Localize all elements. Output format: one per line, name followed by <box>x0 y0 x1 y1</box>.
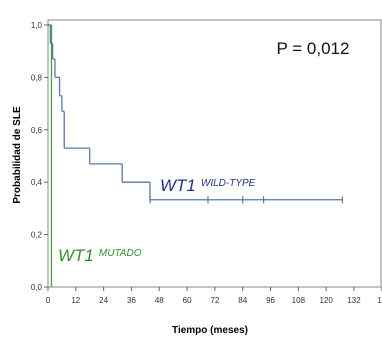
series-label-main: WT1 <box>160 176 196 195</box>
series-label-sup: WILD-TYPE <box>201 178 256 189</box>
x-tick-label: 72 <box>210 296 219 305</box>
x-tick-label: 60 <box>183 296 192 305</box>
x-tick-label: 84 <box>238 296 247 305</box>
y-tick-label: 0,0 <box>31 283 43 292</box>
p-value: P = 0,012 <box>277 39 350 58</box>
x-tick-label: 48 <box>155 296 164 305</box>
x-tick-label: 14 <box>377 296 382 305</box>
y-axis-label: Probabilidad de SLE <box>12 106 23 204</box>
y-tick-label: 0,2 <box>31 231 43 240</box>
x-tick-label: 24 <box>99 296 108 305</box>
y-tick-label: 0,6 <box>31 126 43 135</box>
series-label-sup: MUTADO <box>99 248 142 259</box>
y-tick-label: 0,8 <box>31 73 43 82</box>
x-tick-label: 96 <box>266 296 275 305</box>
y-tick-label: 1,0 <box>31 21 43 30</box>
plot-frame <box>47 19 382 288</box>
series-label: WT1 MUTADO <box>58 246 142 265</box>
x-axis-label: Tiempo (meses) <box>172 325 248 336</box>
x-tick-label: 0 <box>46 296 51 305</box>
x-tick-label: 108 <box>292 296 306 305</box>
x-tick-label: 36 <box>127 296 136 305</box>
x-tick-label: 12 <box>71 296 80 305</box>
series-label-main: WT1 <box>58 246 94 265</box>
x-tick-label: 120 <box>320 296 334 305</box>
y-tick-label: 0,4 <box>31 178 43 187</box>
series-label: WT1 WILD-TYPE <box>160 176 256 195</box>
x-tick-label: 132 <box>347 296 361 305</box>
